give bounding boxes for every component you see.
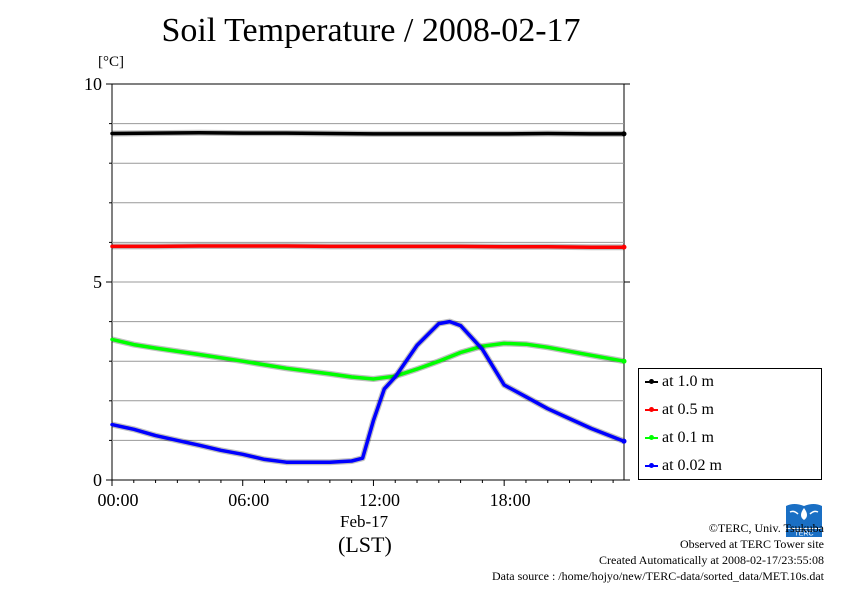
x-tick-label: 06:00 [228,490,269,510]
series-line-shadow [111,336,625,382]
legend-swatch-black [645,379,658,384]
x-tick-label: 00:00 [97,490,138,510]
legend-swatch-red [645,407,658,412]
x-tick-label: 12:00 [359,490,400,510]
series-end-point [621,438,627,444]
observation-site-text: Observed at TERC Tower site [679,537,824,551]
x-axis-title: (LST) [338,532,392,557]
legend-label: at 0.5 m [662,401,714,418]
legend-label: at 0.02 m [662,457,722,474]
series-end-point [621,244,627,250]
series-line [110,337,626,381]
legend-label: at 1.0 m [662,373,714,390]
series-line [110,319,626,464]
legend-label: at 0.1 m [662,429,714,446]
grid-lines [112,123,624,441]
legend: at 1.0 m at 0.5 m at 0.1 m at 0.02 m [638,368,822,480]
series-lines [110,129,627,466]
series-end-point [621,358,627,364]
y-tick-label: 10 [84,74,102,94]
series-line [110,244,626,249]
data-source-text: Data source : /home/hojyo/new/TERC-data/… [491,569,824,583]
legend-swatch-blue [645,463,658,468]
legend-item-1m: at 1.0 m [645,373,714,391]
logo-text: TERC [794,531,813,538]
y-axis-unit-label: [°C] [98,54,124,70]
legend-item-05m: at 0.5 m [645,401,714,419]
y-tick-label: 5 [93,272,102,292]
x-axis-date-label: Feb-17 [340,512,389,531]
terc-logo-icon: TERC [786,504,822,538]
credits-block: ©TERC, Univ. Tsukuba Observed at TERC To… [492,520,824,584]
created-timestamp-text: Created Automatically at 2008-02-17/23:5… [599,553,824,567]
legend-swatch-green [645,435,658,440]
legend-item-01m: at 0.1 m [645,429,714,447]
copyright-text: ©TERC, Univ. Tsukuba [708,521,824,535]
series-end-point [621,131,627,137]
x-tick-label: 18:00 [490,490,531,510]
axis-ticks: 0 5 10 00:00 06:00 12:00 18:00 [84,74,630,510]
y-tick-label: 0 [93,470,102,490]
chart-title: Soil Temperature / 2008-02-17 [161,12,581,49]
series-line [110,130,626,136]
legend-item-002m: at 0.02 m [645,457,722,475]
